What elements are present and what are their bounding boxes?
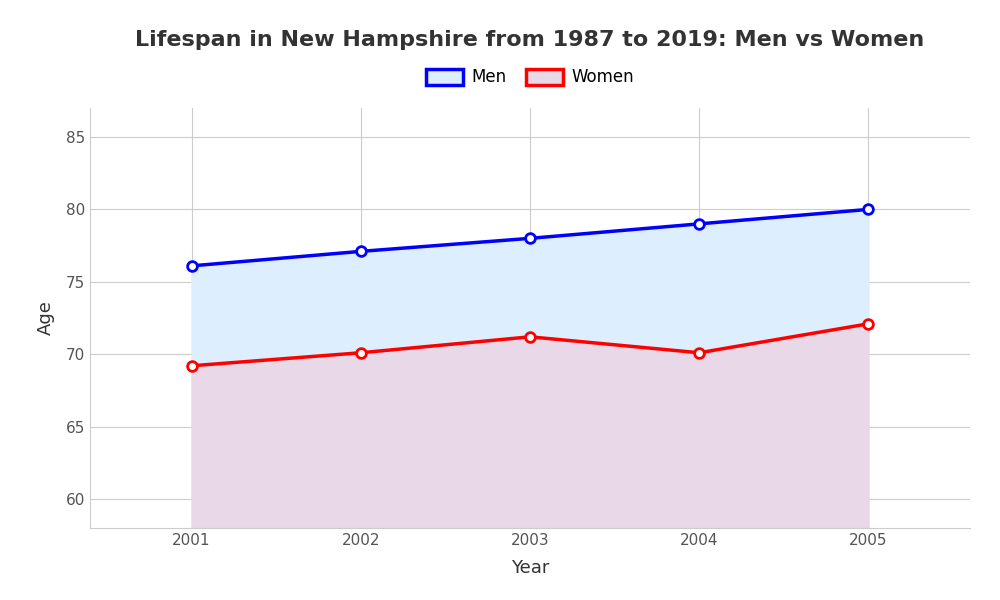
Y-axis label: Age: Age	[37, 301, 55, 335]
Legend: Men, Women: Men, Women	[419, 62, 641, 93]
Title: Lifespan in New Hampshire from 1987 to 2019: Men vs Women: Lifespan in New Hampshire from 1987 to 2…	[135, 29, 925, 49]
X-axis label: Year: Year	[511, 559, 549, 577]
